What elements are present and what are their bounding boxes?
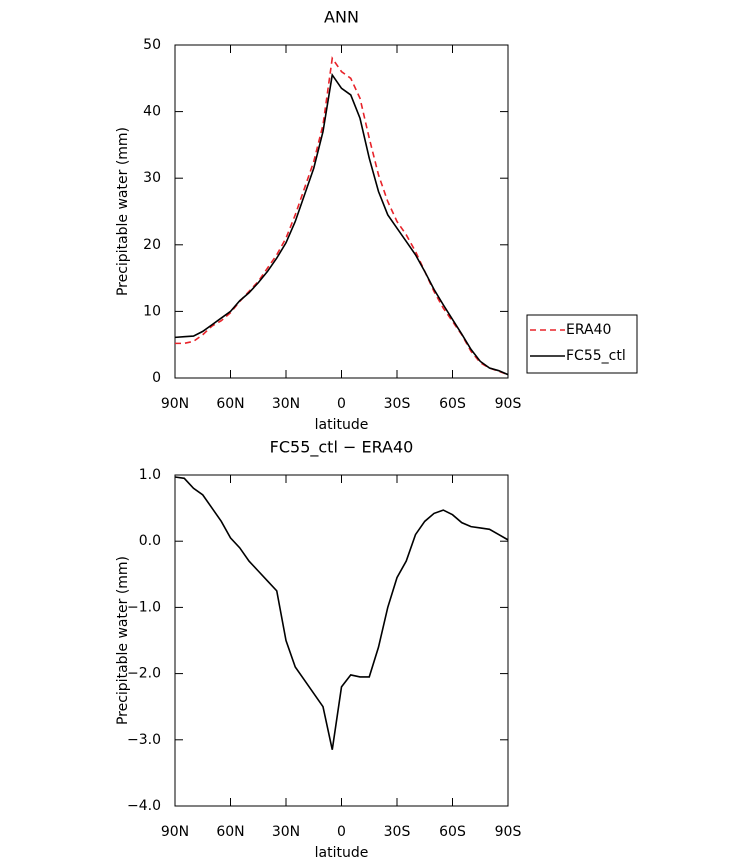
y-tick-label: 0: [152, 370, 161, 386]
y-tick-label: 30: [143, 170, 161, 186]
data-line: [174, 72, 509, 376]
x-tick-label: 60S: [439, 824, 466, 840]
x-tick-label: 30S: [384, 396, 411, 412]
x-tick-label: 0: [337, 824, 346, 840]
y-axis-label: Precipitable water (mm): [115, 127, 131, 296]
x-tick-label: 90N: [161, 396, 189, 412]
x-tick-label: 90S: [495, 396, 522, 412]
y-tick-label: 10: [143, 303, 161, 319]
y-tick-label: −4.0: [127, 798, 161, 814]
data-line: [174, 476, 509, 750]
x-axis-label: latitude: [315, 417, 369, 433]
y-tick-label: 50: [143, 37, 161, 53]
chart-title: ANN: [324, 8, 359, 27]
y-tick-label: 0.0: [139, 533, 161, 549]
x-tick-label: 0: [337, 396, 346, 412]
x-tick-label: 90S: [495, 824, 522, 840]
chart-title: FC55_ctl − ERA40: [270, 438, 414, 458]
legend-box: [526, 314, 638, 374]
y-tick-label: −3.0: [127, 732, 161, 748]
x-tick-label: 60N: [216, 396, 244, 412]
y-tick-label: 1.0: [139, 467, 161, 483]
x-tick-label: 30N: [272, 824, 300, 840]
x-tick-label: 90N: [161, 824, 189, 840]
y-tick-label: −2.0: [127, 666, 161, 682]
y-tick-label: −1.0: [127, 599, 161, 615]
plot-frame: [174, 474, 509, 807]
x-axis-label: latitude: [315, 845, 369, 861]
y-tick-label: 40: [143, 104, 161, 120]
legend-label: ERA40: [566, 322, 611, 338]
x-tick-label: 60S: [439, 396, 466, 412]
data-line: [175, 56, 509, 376]
x-tick-label: 30S: [384, 824, 411, 840]
x-tick-label: 30N: [272, 396, 300, 412]
x-tick-label: 60N: [216, 824, 244, 840]
legend-label: FC55_ctl: [566, 348, 626, 364]
y-axis-label: Precipitable water (mm): [115, 556, 131, 725]
y-tick-label: 20: [143, 237, 161, 253]
